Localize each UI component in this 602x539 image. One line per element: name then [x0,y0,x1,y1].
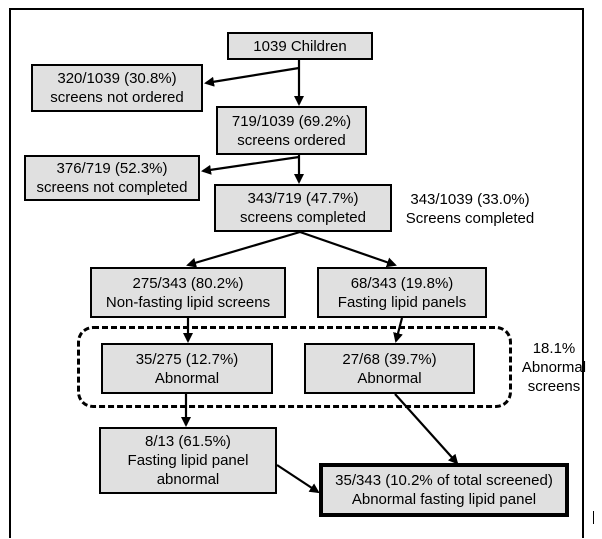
box-line: Fasting lipid panels [337,293,467,311]
box-line: 1039 Children [253,37,347,55]
note-screens-completed: 343/1039 (33.0%) Screens completed [394,190,546,228]
box-line: 35/343 (10.2% of total screened) [335,472,553,489]
box-total-abnormal: 35/343 (10.2% of total screened) Abnorma… [319,463,569,517]
note-abnormal-screens: 18.1% Abnormal screens [513,339,595,396]
box-line: Non-fasting lipid screens [105,293,271,311]
box-line: 68/343 (19.8%) [350,274,454,292]
arrow-fasting-abnormal-to-total [276,464,320,494]
arrow-to-not-completed [201,155,300,175]
note-line: 18.1% [532,340,576,357]
edge-tick [593,511,594,524]
note-line: screens [527,378,581,395]
box-line: 275/343 (80.2%) [132,274,244,292]
box-line: 376/719 (52.3%) [56,160,168,177]
box-line: 320/1039 (30.8%) [57,70,177,87]
box-fasting: 68/343 (19.8%) Fasting lipid panels [317,267,487,318]
box-line: Abnormal fasting lipid panel [351,491,537,508]
arrow-to-fasting [299,230,397,268]
box-line: 27/68 (39.7%) [342,350,437,368]
box-line: Abnormal [357,369,422,387]
box-fasting-abnormal: 8/13 (61.5%) Fasting lipid panel abnorma… [99,427,277,494]
abnormal-screens-group [77,326,512,408]
arrow-to-not-ordered [204,66,300,87]
note-line: Screens completed [405,210,535,227]
box-ordered: 719/1039 (69.2%) screens ordered [216,106,367,155]
diagram-frame [9,8,584,538]
box-not-ordered: 320/1039 (30.8%) screens not ordered [31,64,203,112]
box-line: Fasting lipid panel [127,452,249,469]
note-line: 343/1039 (33.0%) [410,191,530,208]
box-line: screens not ordered [50,89,184,106]
box-nonfasting: 275/343 (80.2%) Non-fasting lipid screen… [90,267,286,318]
box-abnormal-fasting: 27/68 (39.7%) Abnormal [304,343,475,394]
box-abnormal-nonfasting: 35/275 (12.7%) Abnormal [101,343,273,394]
box-line: 35/275 (12.7%) [135,350,239,368]
box-line: screens not completed [36,179,188,196]
box-line: 343/719 (47.7%) [247,190,359,207]
box-line: 719/1039 (69.2%) [231,112,352,130]
arrow-to-nonfasting [186,230,301,268]
box-line: Abnormal [154,369,220,387]
box-not-completed: 376/719 (52.3%) screens not completed [24,155,200,201]
note-line: Abnormal [521,359,587,376]
box-line: 8/13 (61.5%) [145,433,231,450]
arrow-fasting-to-abnormal [393,317,404,343]
box-line: screens completed [240,209,366,226]
box-line: screens ordered [237,131,346,149]
box-completed: 343/719 (47.7%) screens completed [214,184,392,232]
box-line: abnormal [156,471,220,488]
box-children: 1039 Children [227,32,373,60]
